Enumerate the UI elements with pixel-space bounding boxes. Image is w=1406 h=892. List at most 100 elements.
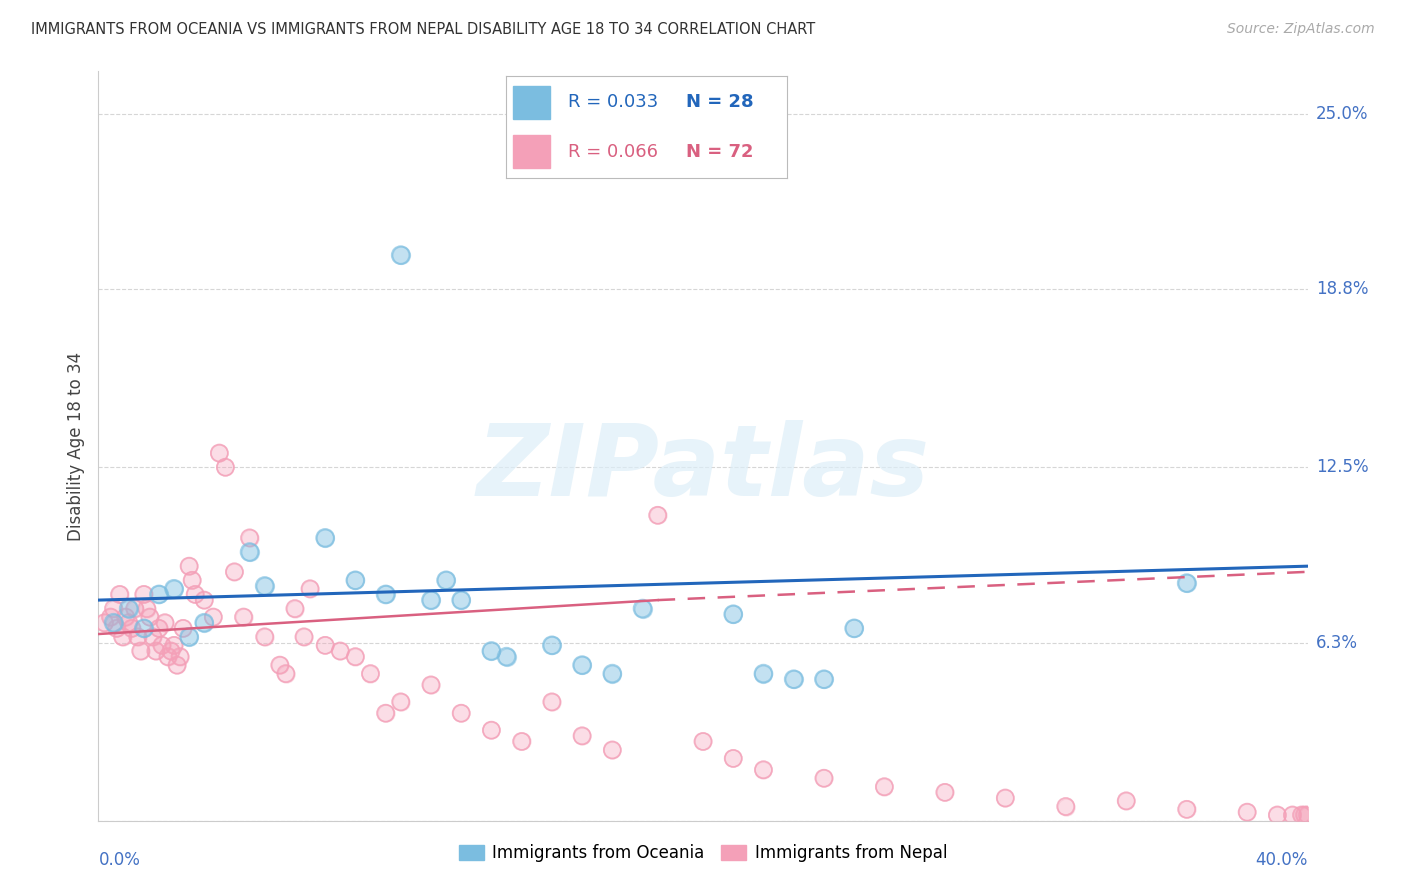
Point (239, 545, 262, 559)
Point (111, 630, 134, 644)
Point (105, 621, 128, 635)
Text: R = 0.066: R = 0.066 (568, 143, 658, 161)
Point (450, 706, 472, 721)
Point (1236, 805, 1258, 819)
Point (135, 601, 157, 615)
Point (360, 666, 382, 681)
Point (602, 666, 624, 681)
Point (208, 446, 231, 460)
Point (360, 666, 382, 681)
Point (752, 763, 775, 777)
Point (124, 601, 146, 615)
Point (602, 743, 624, 757)
Point (163, 638, 186, 652)
Point (156, 649, 179, 664)
Point (239, 531, 262, 545)
Point (114, 610, 136, 624)
Point (118, 615, 141, 630)
Point (344, 574, 367, 588)
Point (1296, 808, 1319, 822)
Point (214, 460, 236, 475)
Point (153, 615, 176, 630)
Text: 40.0%: 40.0% (1256, 851, 1308, 869)
Point (239, 531, 262, 545)
Point (292, 630, 315, 644)
Point (114, 610, 136, 624)
Text: N = 28: N = 28 (686, 94, 754, 112)
Point (172, 621, 194, 635)
Point (127, 630, 149, 644)
Point (420, 678, 443, 692)
Point (510, 734, 533, 748)
Point (813, 771, 835, 785)
Point (160, 644, 183, 658)
Point (224, 565, 246, 579)
Point (450, 593, 472, 607)
Point (813, 673, 835, 687)
Point (166, 658, 188, 673)
Point (1294, 808, 1316, 822)
Y-axis label: Disability Age 18 to 34: Disability Age 18 to 34 (66, 351, 84, 541)
Point (181, 574, 204, 588)
Point (108, 587, 131, 601)
Point (135, 601, 157, 615)
Point (692, 734, 714, 748)
Point (118, 615, 141, 630)
Point (214, 460, 236, 475)
Legend: Immigrants from Oceania, Immigrants from Nepal: Immigrants from Oceania, Immigrants from… (453, 838, 953, 869)
Point (153, 615, 176, 630)
Text: Source: ZipAtlas.com: Source: ZipAtlas.com (1227, 22, 1375, 37)
Point (314, 638, 336, 652)
Text: R = 0.033: R = 0.033 (568, 94, 658, 112)
Point (127, 630, 149, 644)
Point (179, 559, 201, 574)
Text: 25.0%: 25.0% (1316, 104, 1368, 123)
Point (783, 673, 806, 687)
Point (153, 615, 176, 630)
Point (202, 610, 225, 624)
Point (150, 638, 173, 652)
Point (129, 644, 152, 658)
Point (132, 621, 155, 635)
Point (253, 630, 276, 644)
Text: IMMIGRANTS FROM OCEANIA VS IMMIGRANTS FROM NEPAL DISABILITY AGE 18 TO 34 CORRELA: IMMIGRANTS FROM OCEANIA VS IMMIGRANTS FR… (31, 22, 815, 37)
Point (329, 644, 352, 658)
Point (172, 621, 194, 635)
Point (103, 615, 125, 630)
Text: 0.0%: 0.0% (98, 851, 141, 869)
Point (540, 695, 562, 709)
Point (450, 706, 472, 721)
Point (148, 621, 170, 635)
Point (160, 644, 183, 658)
Point (1267, 808, 1289, 822)
Point (179, 559, 201, 574)
Point (163, 582, 186, 596)
Point (103, 601, 125, 615)
Point (274, 666, 297, 681)
Point (1281, 808, 1303, 822)
Point (284, 601, 307, 615)
Point (1296, 808, 1319, 822)
Point (103, 615, 125, 630)
Point (1294, 808, 1316, 822)
Point (647, 508, 669, 523)
Point (181, 574, 204, 588)
Point (150, 638, 173, 652)
Point (181, 574, 204, 588)
Point (111, 630, 134, 644)
Point (163, 638, 186, 652)
Point (1236, 805, 1258, 819)
Point (389, 695, 412, 709)
Point (571, 729, 593, 743)
Point (752, 763, 775, 777)
Point (224, 565, 246, 579)
Point (208, 446, 231, 460)
Point (420, 678, 443, 692)
Point (1294, 808, 1316, 822)
Point (224, 565, 246, 579)
Point (344, 649, 367, 664)
Point (420, 678, 443, 692)
Point (540, 638, 562, 652)
Point (148, 587, 170, 601)
Point (121, 621, 143, 635)
